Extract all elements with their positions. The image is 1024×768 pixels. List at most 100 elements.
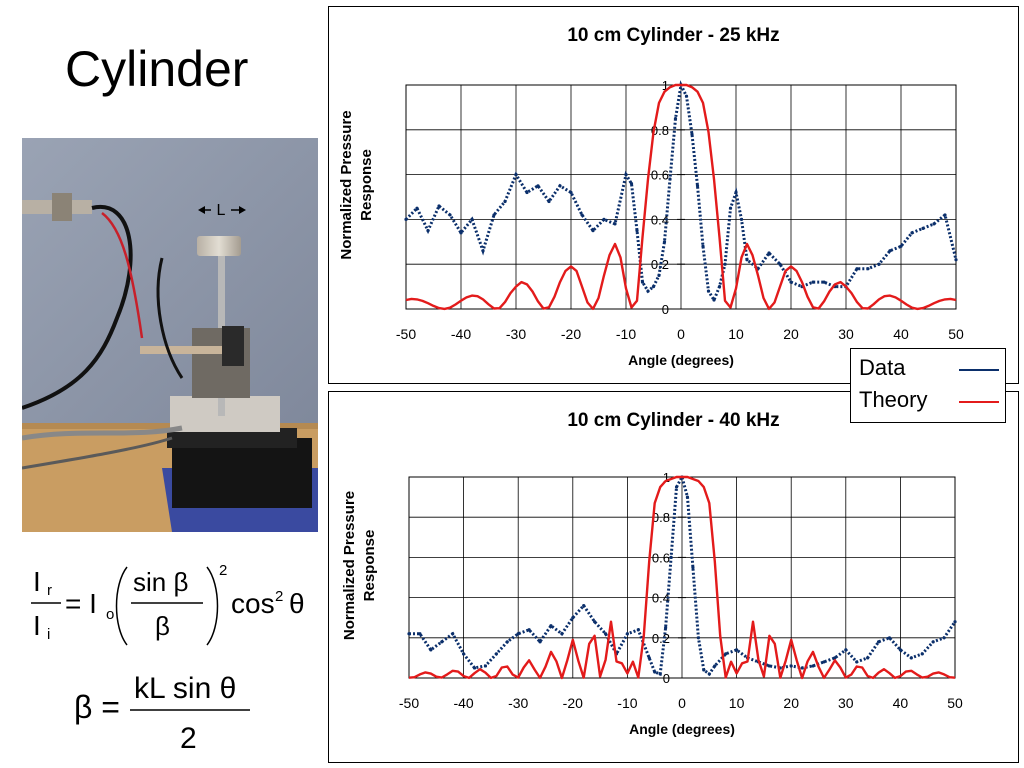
series-theory-line [405,83,957,311]
data-point [658,672,662,676]
x-tick-label: 0 [678,695,686,711]
x-tick-label: 50 [948,326,964,342]
y-tick-label: 0.6 [651,168,669,183]
data-point [624,173,628,177]
chart-40khz: -50 -40 -30 -20 -10 0 10 20 30 40 50 0 0.2 0.4 0.6 0.8 1… [341,470,963,737]
data-point [426,229,430,233]
x-tick-label: -10 [617,695,637,711]
y-tick-label: 0.8 [652,510,670,525]
data-point [701,244,705,248]
data-point [549,624,553,628]
data-point [657,273,661,277]
y-tick-label: 0.2 [652,631,670,646]
ir-symbol: I [33,566,41,597]
x-tick-label: 20 [783,695,799,711]
data-point [560,632,564,636]
chart-panel-40khz: 10 cm Cylinder - 40 kHz -50 -40 -30 -20 -10 0… [328,391,1019,763]
data-point [407,632,411,636]
x-tick-label: -30 [506,326,526,342]
data-point [494,652,498,656]
data-point [527,628,531,632]
data-point [547,199,551,204]
beta-lhs: β = [74,689,120,725]
legend-swatch [959,401,999,403]
data-point [899,244,903,248]
data-point [713,664,717,668]
x-tick-label: 40 [893,695,909,711]
data-point [492,213,496,217]
data-point [635,229,639,233]
legend-swatch [959,369,999,371]
x-axis-label: Angle (degrees) [629,721,735,737]
data-point [887,636,892,640]
intensity-formula: I r I i = I o sin β β 2 cos 2 θ [31,562,305,646]
ii-subscript: i [47,626,50,643]
data-point [877,262,881,266]
y-tick-label: 0 [663,671,670,686]
data-point [613,222,617,226]
data-point [866,656,870,660]
data-point [855,660,859,664]
data-point [418,632,422,636]
data-point [822,660,826,664]
data-point [481,249,485,253]
io-subscript: o [106,606,114,623]
data-point [472,666,477,670]
series-theory-line [408,475,956,680]
y-axis-label: Normalized Pressure Response [341,491,378,640]
data-point [651,285,656,289]
chart-25khz: -50 -40 -30 -20 -10 0 10 20 30 40 5000.20.40.60.81… [338,78,964,368]
beta-denominator: β [155,611,170,641]
y-tick-label: 0.4 [651,212,669,227]
data-point [673,117,678,121]
x-tick-label: -50 [399,695,419,711]
data-point [695,184,700,188]
x-tick-label: 30 [838,326,854,342]
data-point [822,280,826,284]
data-point [674,485,679,489]
data-point [668,177,672,181]
data-point [571,616,575,620]
data-point [536,184,540,188]
data-point [669,555,673,559]
data-point [582,604,586,608]
data-point [921,226,925,230]
data-point [953,620,957,624]
data-point [696,636,700,640]
data-point [459,231,463,235]
data-point [717,285,722,289]
two-denominator: 2 [180,722,197,755]
data-point [778,262,782,266]
data-point [462,652,466,656]
data-point [789,664,793,668]
data-point [690,132,694,136]
data-point [844,648,848,652]
y-tick-label: 1 [662,78,669,93]
data-point [525,190,529,195]
data-point [888,249,892,253]
x-tick-label: -40 [453,695,473,711]
data-point [514,173,518,177]
x-tick-label: 20 [783,326,799,342]
data-point [591,229,595,233]
data-point [691,565,695,570]
data-point [653,670,657,674]
data-point [684,94,689,98]
data-point [811,664,815,668]
data-point [833,656,837,660]
data-point [745,258,749,262]
data-point [876,640,881,644]
chart-panel-25khz: 10 cm Cylinder - 25 kHz -50 -40 -30 -20 -10 0… [328,6,1019,384]
chart-title: 10 cm Cylinder - 25 kHz [567,25,780,46]
data-point [707,672,711,676]
data-point [855,267,859,271]
x-tick-label: 50 [947,695,963,711]
data-point [629,181,634,186]
ir-subscript: r [47,582,52,599]
apparatus-photo: L [22,138,318,532]
x-tick-label: -10 [616,326,636,342]
x-tick-label: -40 [451,326,471,342]
kl-sin-numerator: kL sin θ [134,672,236,705]
data-point [440,640,444,644]
data-point [448,213,452,217]
